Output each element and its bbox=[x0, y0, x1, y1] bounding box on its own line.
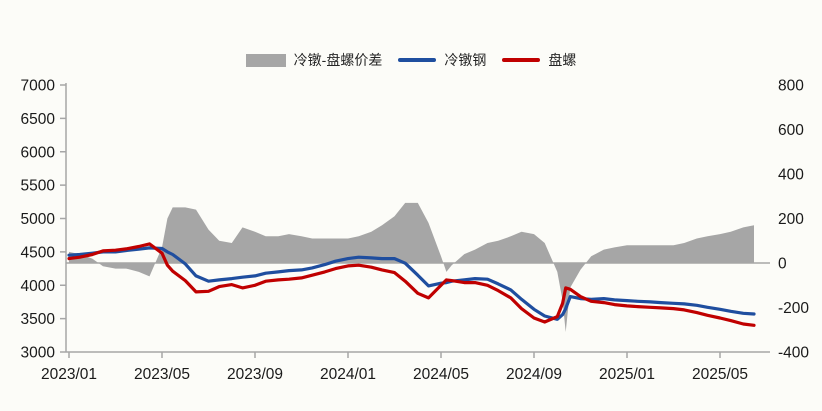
legend-label-spread: 冷镦-盘螺价差 bbox=[293, 52, 383, 68]
x-axis-tick-label: 2023/09 bbox=[227, 366, 283, 383]
spread-area-swatch-icon bbox=[245, 53, 286, 67]
legend-item-spread: 冷镦-盘螺价差 bbox=[245, 51, 383, 69]
x-axis-tick-label: 2025/05 bbox=[692, 366, 748, 383]
left-axis-tick-label: 3500 bbox=[21, 311, 56, 328]
coiled-rebar-line bbox=[67, 242, 756, 327]
left-axis-tick-label: 4000 bbox=[21, 278, 56, 295]
left-axis-tick-label: 7000 bbox=[21, 78, 56, 95]
cold-heading-steel-line-swatch-icon bbox=[398, 58, 437, 62]
right-axis-tick-label: 800 bbox=[778, 78, 804, 95]
legend-label-coiled-rebar: 盘螺 bbox=[548, 52, 577, 68]
chart-legend: 冷镦-盘螺价差 冷镦钢 盘螺 bbox=[0, 51, 822, 69]
legend-item-coiled-rebar: 盘螺 bbox=[502, 51, 576, 69]
left-axis-tick-label: 6000 bbox=[21, 144, 56, 161]
coiled-rebar-line-swatch-icon bbox=[502, 58, 541, 62]
left-axis-tick-label: 5500 bbox=[21, 178, 56, 195]
right-axis-tick-label: 0 bbox=[778, 256, 787, 273]
x-axis-tick-label: 2025/01 bbox=[599, 366, 655, 383]
right-axis-tick-label: -400 bbox=[778, 345, 809, 362]
x-axis-tick-label: 2023/01 bbox=[41, 366, 97, 383]
x-axis-tick-label: 2024/01 bbox=[320, 366, 376, 383]
x-axis-tick-label: 2024/05 bbox=[413, 366, 469, 383]
cold-heading-steel-line bbox=[67, 246, 756, 321]
x-axis-tick-label: 2024/09 bbox=[506, 366, 562, 383]
legend-label-cold-heading-steel: 冷镦钢 bbox=[444, 52, 487, 68]
left-axis-tick-label: 4500 bbox=[21, 244, 56, 261]
right-axis-tick-label: -200 bbox=[778, 300, 809, 317]
left-axis-tick-label: 3000 bbox=[21, 345, 56, 362]
spread-area bbox=[69, 202, 754, 332]
legend-item-cold-heading-steel: 冷镦钢 bbox=[398, 51, 486, 69]
right-axis-tick-label: 600 bbox=[778, 122, 804, 139]
right-axis-tick-label: 400 bbox=[778, 167, 804, 184]
left-axis-tick-label: 6500 bbox=[21, 111, 56, 128]
right-axis-tick-label: 200 bbox=[778, 211, 804, 228]
x-axis-tick-label: 2023/05 bbox=[134, 366, 190, 383]
left-axis-tick-label: 5000 bbox=[21, 211, 56, 228]
